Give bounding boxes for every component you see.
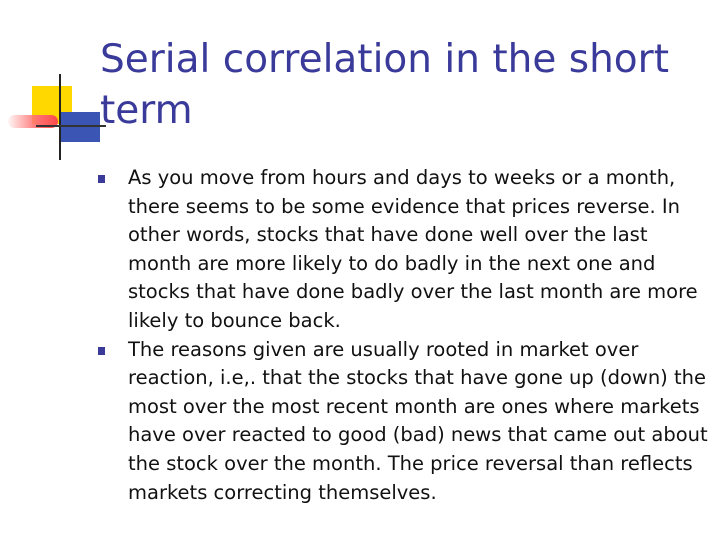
slide-title: Serial correlation in the short term <box>100 37 669 133</box>
bullet-text: As you move from hours and days to weeks… <box>128 166 698 332</box>
decor-horizontal-line <box>36 125 106 127</box>
square-bullet-icon <box>98 175 105 183</box>
bullet-list: As you move from hours and days to weeks… <box>98 164 710 507</box>
decor-blue-square <box>60 112 100 142</box>
decor-red-bar <box>8 115 58 128</box>
bullet-item: As you move from hours and days to weeks… <box>98 164 710 336</box>
square-bullet-icon <box>98 346 105 355</box>
decorative-corner-graphic <box>0 0 110 170</box>
bullet-item: The reasons given are usually rooted in … <box>98 336 710 508</box>
decor-vertical-line <box>59 74 61 160</box>
bullet-text: The reasons given are usually rooted in … <box>128 337 708 504</box>
